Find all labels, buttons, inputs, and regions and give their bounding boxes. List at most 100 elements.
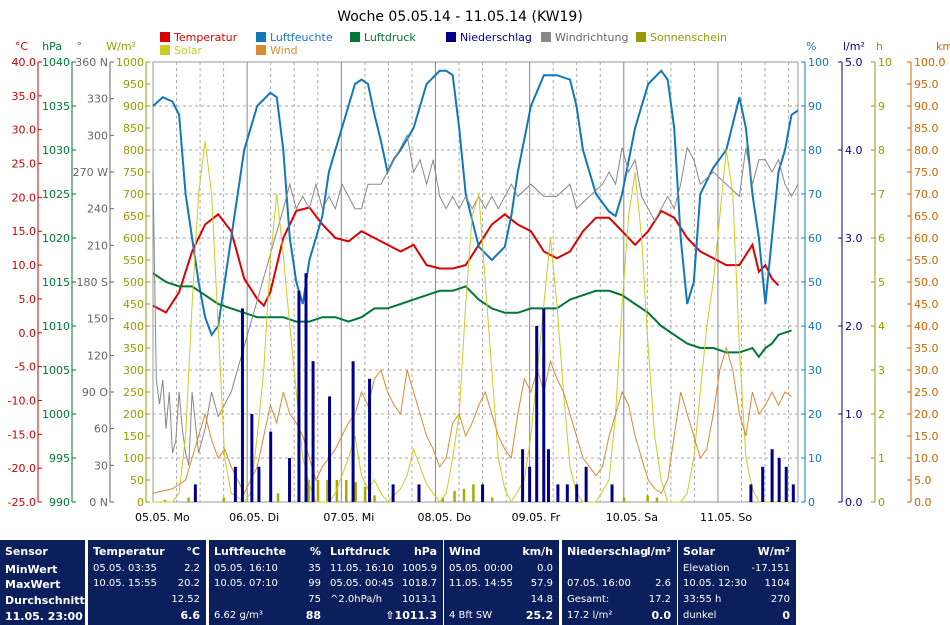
left-axis-label-1-9: 995 xyxy=(49,452,70,465)
summary-unit-6: W/m² xyxy=(757,545,790,558)
left-axis-label-1-10: 990 xyxy=(49,496,70,509)
left-axis-label-3-19: 50 xyxy=(130,474,144,487)
rain-bar-22 xyxy=(565,484,569,502)
left-axis-label-3-2: 900 xyxy=(123,100,144,113)
x-label-6: 11.05. So xyxy=(700,511,752,524)
summary-row-value-1-2: 12.52 xyxy=(171,594,200,605)
summary-foot-label-2: 6.62 g/m³ xyxy=(214,610,263,621)
left-axis-label-3-17: 150 xyxy=(123,430,144,443)
rain-bar-0 xyxy=(193,484,197,502)
left-axis-label-0-4: 20.0 xyxy=(12,191,37,204)
right-axis-label-0-0: 100 xyxy=(808,56,829,69)
rain-bar-20 xyxy=(546,449,550,502)
summary-head-3: Luftdruck xyxy=(330,545,390,558)
rain-bar-3 xyxy=(250,414,254,502)
right-axis-unit-3: km/h xyxy=(936,40,950,53)
legend-label-4: Windrichtung xyxy=(555,31,628,44)
right-axis-label-0-7: 30 xyxy=(808,364,822,377)
legend-label-0: Temperatur xyxy=(173,31,238,44)
rain-bar-8 xyxy=(304,273,308,502)
right-axis-label-0-8: 20 xyxy=(808,408,822,421)
summary-row-value-5-2: 17.2 xyxy=(648,594,671,605)
rain-bar-12 xyxy=(368,378,372,502)
left-axis-label-1-8: 1000 xyxy=(42,408,70,421)
summary-row-value-4-1: 57.9 xyxy=(530,578,553,589)
left-axis-label-3-16: 200 xyxy=(123,408,144,421)
summary-block-5: Niederschlag l/m² 07.05. 16:00 2.6 Gesamt: 17… xyxy=(562,540,677,625)
legend-swatch-4 xyxy=(541,32,551,42)
left-axis-label-3-10: 500 xyxy=(123,276,144,289)
legend-label-5: Sonnenschein xyxy=(650,31,727,44)
left-axis-label-0-9: -5.0 xyxy=(15,361,36,374)
summary-block-3: Luftdruck hPa 11.05. 16:10 1005.9 05.05. 00:… xyxy=(325,540,443,625)
x-label-4: 09.05. Fr xyxy=(512,511,561,524)
summary-row-value-3-2: 1013.1 xyxy=(402,594,437,605)
rain-bar-26 xyxy=(749,484,753,502)
sun-bar-1 xyxy=(187,497,190,502)
right-axis-label-3-14: 30.0 xyxy=(914,364,939,377)
left-axis-label-0-0: 40.0 xyxy=(12,56,37,69)
left-axis-label-3-18: 100 xyxy=(123,452,144,465)
left-axis-label-3-9: 550 xyxy=(123,254,144,267)
sun-bar-10 xyxy=(345,480,348,502)
right-axis-label-3-13: 35.0 xyxy=(914,342,939,355)
summary-row-label-1-0: 05.05. 03:35 xyxy=(93,563,157,574)
summary-row-label-3-1: 05.05. 00:45 xyxy=(330,578,394,589)
left-axis-unit-2: ° xyxy=(77,40,83,53)
sun-bar-13 xyxy=(373,495,376,502)
left-axis-label-0-8: 0.0 xyxy=(19,327,37,340)
x-label-1: 06.05. Di xyxy=(229,511,279,524)
left-axis-label-1-4: 1020 xyxy=(42,232,70,245)
summary-row-value-2-0: 35 xyxy=(308,563,321,574)
left-axis-label-3-1: 950 xyxy=(123,78,144,91)
rain-bar-21 xyxy=(556,484,560,502)
right-axis-label-0-6: 40 xyxy=(808,320,822,333)
left-axis-label-3-5: 750 xyxy=(123,166,144,179)
left-axis-label-0-1: 35.0 xyxy=(12,90,37,103)
summary-unit-2: % xyxy=(309,545,321,558)
right-axis-label-3-11: 45.0 xyxy=(914,298,939,311)
summary-panel: Sensor MinWert MaxWert Durchschnitt 11.05. 2… xyxy=(0,540,950,625)
legend-swatch-7 xyxy=(256,45,266,55)
rain-bar-5 xyxy=(269,431,273,502)
legend-label-3: Niederschlag xyxy=(460,31,532,44)
right-axis-label-3-12: 40.0 xyxy=(914,320,939,333)
right-axis-label-1-5: 0.0 xyxy=(845,496,863,509)
rain-bar-18 xyxy=(535,326,539,502)
summary-row-value-3-1: 1018.7 xyxy=(402,578,437,589)
sun-bar-22 xyxy=(655,497,659,502)
left-axis-label-0-2: 30.0 xyxy=(12,124,37,137)
left-axis-label-0-3: 25.0 xyxy=(12,158,37,171)
sun-bar-21 xyxy=(646,495,649,502)
summary-row-value-6-2: 270 xyxy=(770,594,790,605)
summary-row-label-4-0: 05.05. 00:00 xyxy=(449,563,513,574)
left-axis-label-3-0: 1000 xyxy=(116,56,144,69)
right-axis-label-3-19: 5.0 xyxy=(914,474,932,487)
right-axis-label-3-1: 95.0 xyxy=(914,78,939,91)
rain-bar-11 xyxy=(351,361,355,502)
series-line-temperatur xyxy=(152,206,780,314)
left-axis-label-1-7: 1005 xyxy=(42,364,70,377)
summary-foot-label-4: 4 Bft SW xyxy=(449,610,493,621)
legend-swatch-0 xyxy=(160,32,170,42)
right-axis-label-2-1: 9 xyxy=(878,100,885,113)
right-axis-label-2-5: 5 xyxy=(878,276,885,289)
left-axis-label-2-10: 60 xyxy=(94,423,108,436)
right-axis-label-2-10: 0 xyxy=(878,496,885,509)
right-axis-label-3-9: 55.0 xyxy=(914,254,939,267)
right-axis-label-0-5: 50 xyxy=(808,276,822,289)
summary-row-label-6-2: 33:55 h xyxy=(683,594,722,605)
rain-bar-10 xyxy=(328,396,332,502)
sun-bar-15 xyxy=(453,491,456,502)
sun-bar-16 xyxy=(462,488,466,502)
legend-label-1: Luftfeuchte xyxy=(270,31,333,44)
right-axis-label-3-0: 100.0 xyxy=(914,56,946,69)
left-axis-label-2-5: 210 xyxy=(87,239,108,252)
rain-bar-25 xyxy=(610,484,614,502)
summary-row-value-1-1: 20.2 xyxy=(177,578,200,589)
left-axis-unit-0: °C xyxy=(15,40,29,53)
legend-label-7: Wind xyxy=(270,44,298,57)
summary-foot-label-5: 17.2 l/m² xyxy=(567,610,613,621)
summary-unit-5: l/m² xyxy=(646,545,671,558)
sun-bar-19 xyxy=(490,497,494,502)
